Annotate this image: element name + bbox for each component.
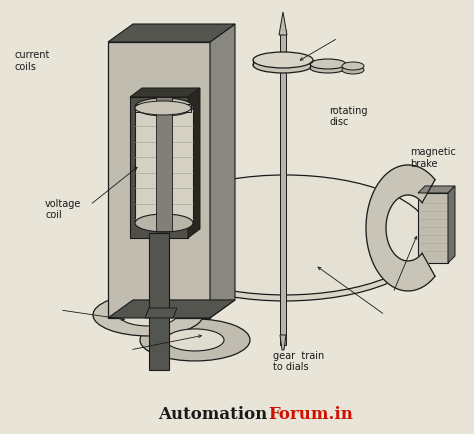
Polygon shape xyxy=(108,42,210,318)
Polygon shape xyxy=(280,335,286,350)
Polygon shape xyxy=(448,186,455,263)
Polygon shape xyxy=(135,107,193,223)
Ellipse shape xyxy=(342,66,364,74)
Polygon shape xyxy=(151,305,167,350)
Ellipse shape xyxy=(135,98,193,116)
Ellipse shape xyxy=(145,101,183,113)
Ellipse shape xyxy=(140,175,430,295)
Polygon shape xyxy=(135,104,191,112)
Polygon shape xyxy=(280,30,286,345)
Polygon shape xyxy=(149,233,169,370)
Polygon shape xyxy=(210,24,235,318)
Ellipse shape xyxy=(140,319,250,361)
Ellipse shape xyxy=(253,52,313,68)
Text: current
coils: current coils xyxy=(14,50,50,72)
Polygon shape xyxy=(108,24,235,42)
Polygon shape xyxy=(418,186,455,193)
Ellipse shape xyxy=(310,63,346,73)
Ellipse shape xyxy=(140,181,430,301)
Polygon shape xyxy=(188,88,200,238)
Text: gear  train
to dials: gear train to dials xyxy=(273,351,324,372)
Polygon shape xyxy=(130,88,200,97)
Polygon shape xyxy=(145,308,177,318)
Polygon shape xyxy=(366,165,435,291)
Polygon shape xyxy=(418,193,448,263)
Text: Forum.in: Forum.in xyxy=(268,406,353,423)
Text: Automation: Automation xyxy=(159,406,268,423)
Text: voltage
coil: voltage coil xyxy=(45,198,82,220)
Polygon shape xyxy=(130,97,188,238)
Ellipse shape xyxy=(253,57,313,73)
Polygon shape xyxy=(279,12,287,35)
Ellipse shape xyxy=(135,101,191,115)
Ellipse shape xyxy=(135,214,193,232)
Ellipse shape xyxy=(310,59,346,69)
Ellipse shape xyxy=(166,329,224,351)
Ellipse shape xyxy=(342,62,364,70)
Polygon shape xyxy=(156,97,172,231)
Ellipse shape xyxy=(119,304,177,326)
Text: rotating
disc: rotating disc xyxy=(329,106,368,127)
Polygon shape xyxy=(108,300,235,318)
Text: magnetic
brake: magnetic brake xyxy=(410,147,456,169)
Ellipse shape xyxy=(93,294,203,336)
